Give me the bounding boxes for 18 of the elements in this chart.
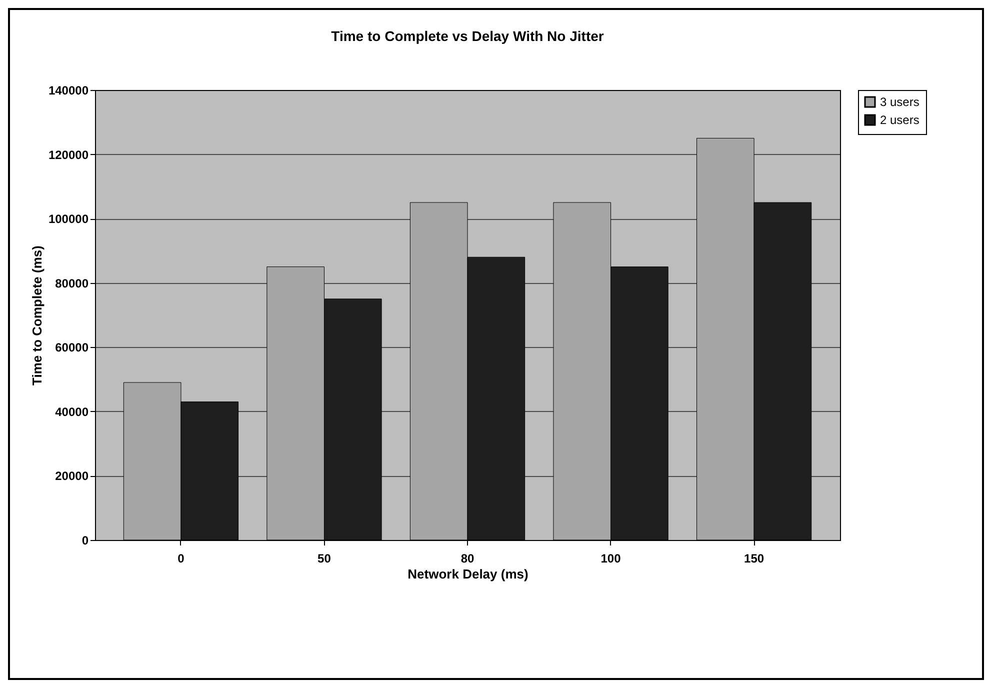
y-tick-label: 40000: [55, 404, 89, 419]
x-tick-label: 100: [600, 552, 622, 566]
x-tick-label: 150: [744, 552, 764, 566]
x-tick-label: 80: [460, 552, 474, 566]
y-tick-label: 20000: [55, 469, 89, 484]
x-tick-label: 50: [318, 552, 332, 566]
y-tick-label: 60000: [55, 340, 89, 355]
y-axis-title: Time to Complete (ms): [29, 246, 44, 386]
chart-title: Time to Complete vs Delay With No Jitter: [331, 28, 604, 44]
y-tick-label: 140000: [48, 84, 89, 98]
legend-label: 3 users: [880, 95, 920, 109]
y-tick-label: 100000: [48, 212, 89, 226]
y-tick-label: 0: [82, 534, 89, 548]
y-tick-label: 80000: [55, 276, 89, 290]
x-tick-label: 0: [178, 552, 185, 566]
legend-label: 2 users: [880, 113, 920, 127]
y-tick-label: 120000: [48, 148, 89, 162]
x-axis-title: Network Delay (ms): [408, 566, 528, 582]
